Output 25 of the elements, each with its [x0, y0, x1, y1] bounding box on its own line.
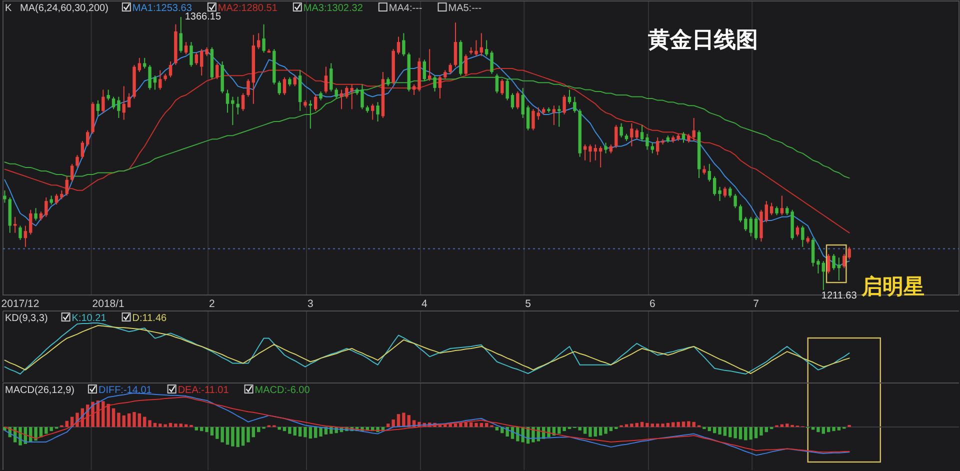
- text: 1211.63: [821, 290, 858, 302]
- series-label: DEA:-11.01: [178, 385, 230, 396]
- x-tick-label: 2018/1: [92, 298, 125, 310]
- series-label: D:11.46: [132, 313, 167, 324]
- text: 黄金日线图: [647, 27, 758, 52]
- text: 启明星: [860, 274, 924, 298]
- x-tick-label: 4: [421, 298, 428, 310]
- annotation: 1366.15: [184, 12, 222, 22]
- text: MA2:1280.51: [218, 3, 278, 14]
- text: MA1:1253.63: [132, 3, 192, 14]
- x-tick-label: 5: [525, 298, 532, 310]
- x-tick-label: 2: [209, 298, 216, 310]
- chart-title: MACD(26,12,9): [5, 385, 74, 396]
- chart-subtitle: K MA(6,24,60,30,200): [5, 3, 108, 14]
- text: MA3:1302.32: [303, 3, 364, 14]
- x-tick-label: 2017/12: [1, 298, 40, 310]
- x-tick-label: 3: [308, 298, 314, 310]
- chart-title: KD(9,3,3): [5, 313, 48, 324]
- x-tick-label: 7: [753, 298, 760, 310]
- series-label: K:10.21: [72, 313, 107, 324]
- text: MA4:---: [388, 3, 422, 14]
- x-tick-label: 6: [649, 298, 656, 310]
- text: MA5:---: [448, 3, 482, 14]
- series-label: DIFF:-14.01: [98, 385, 152, 396]
- text: MACD:-6.00: [254, 385, 310, 396]
